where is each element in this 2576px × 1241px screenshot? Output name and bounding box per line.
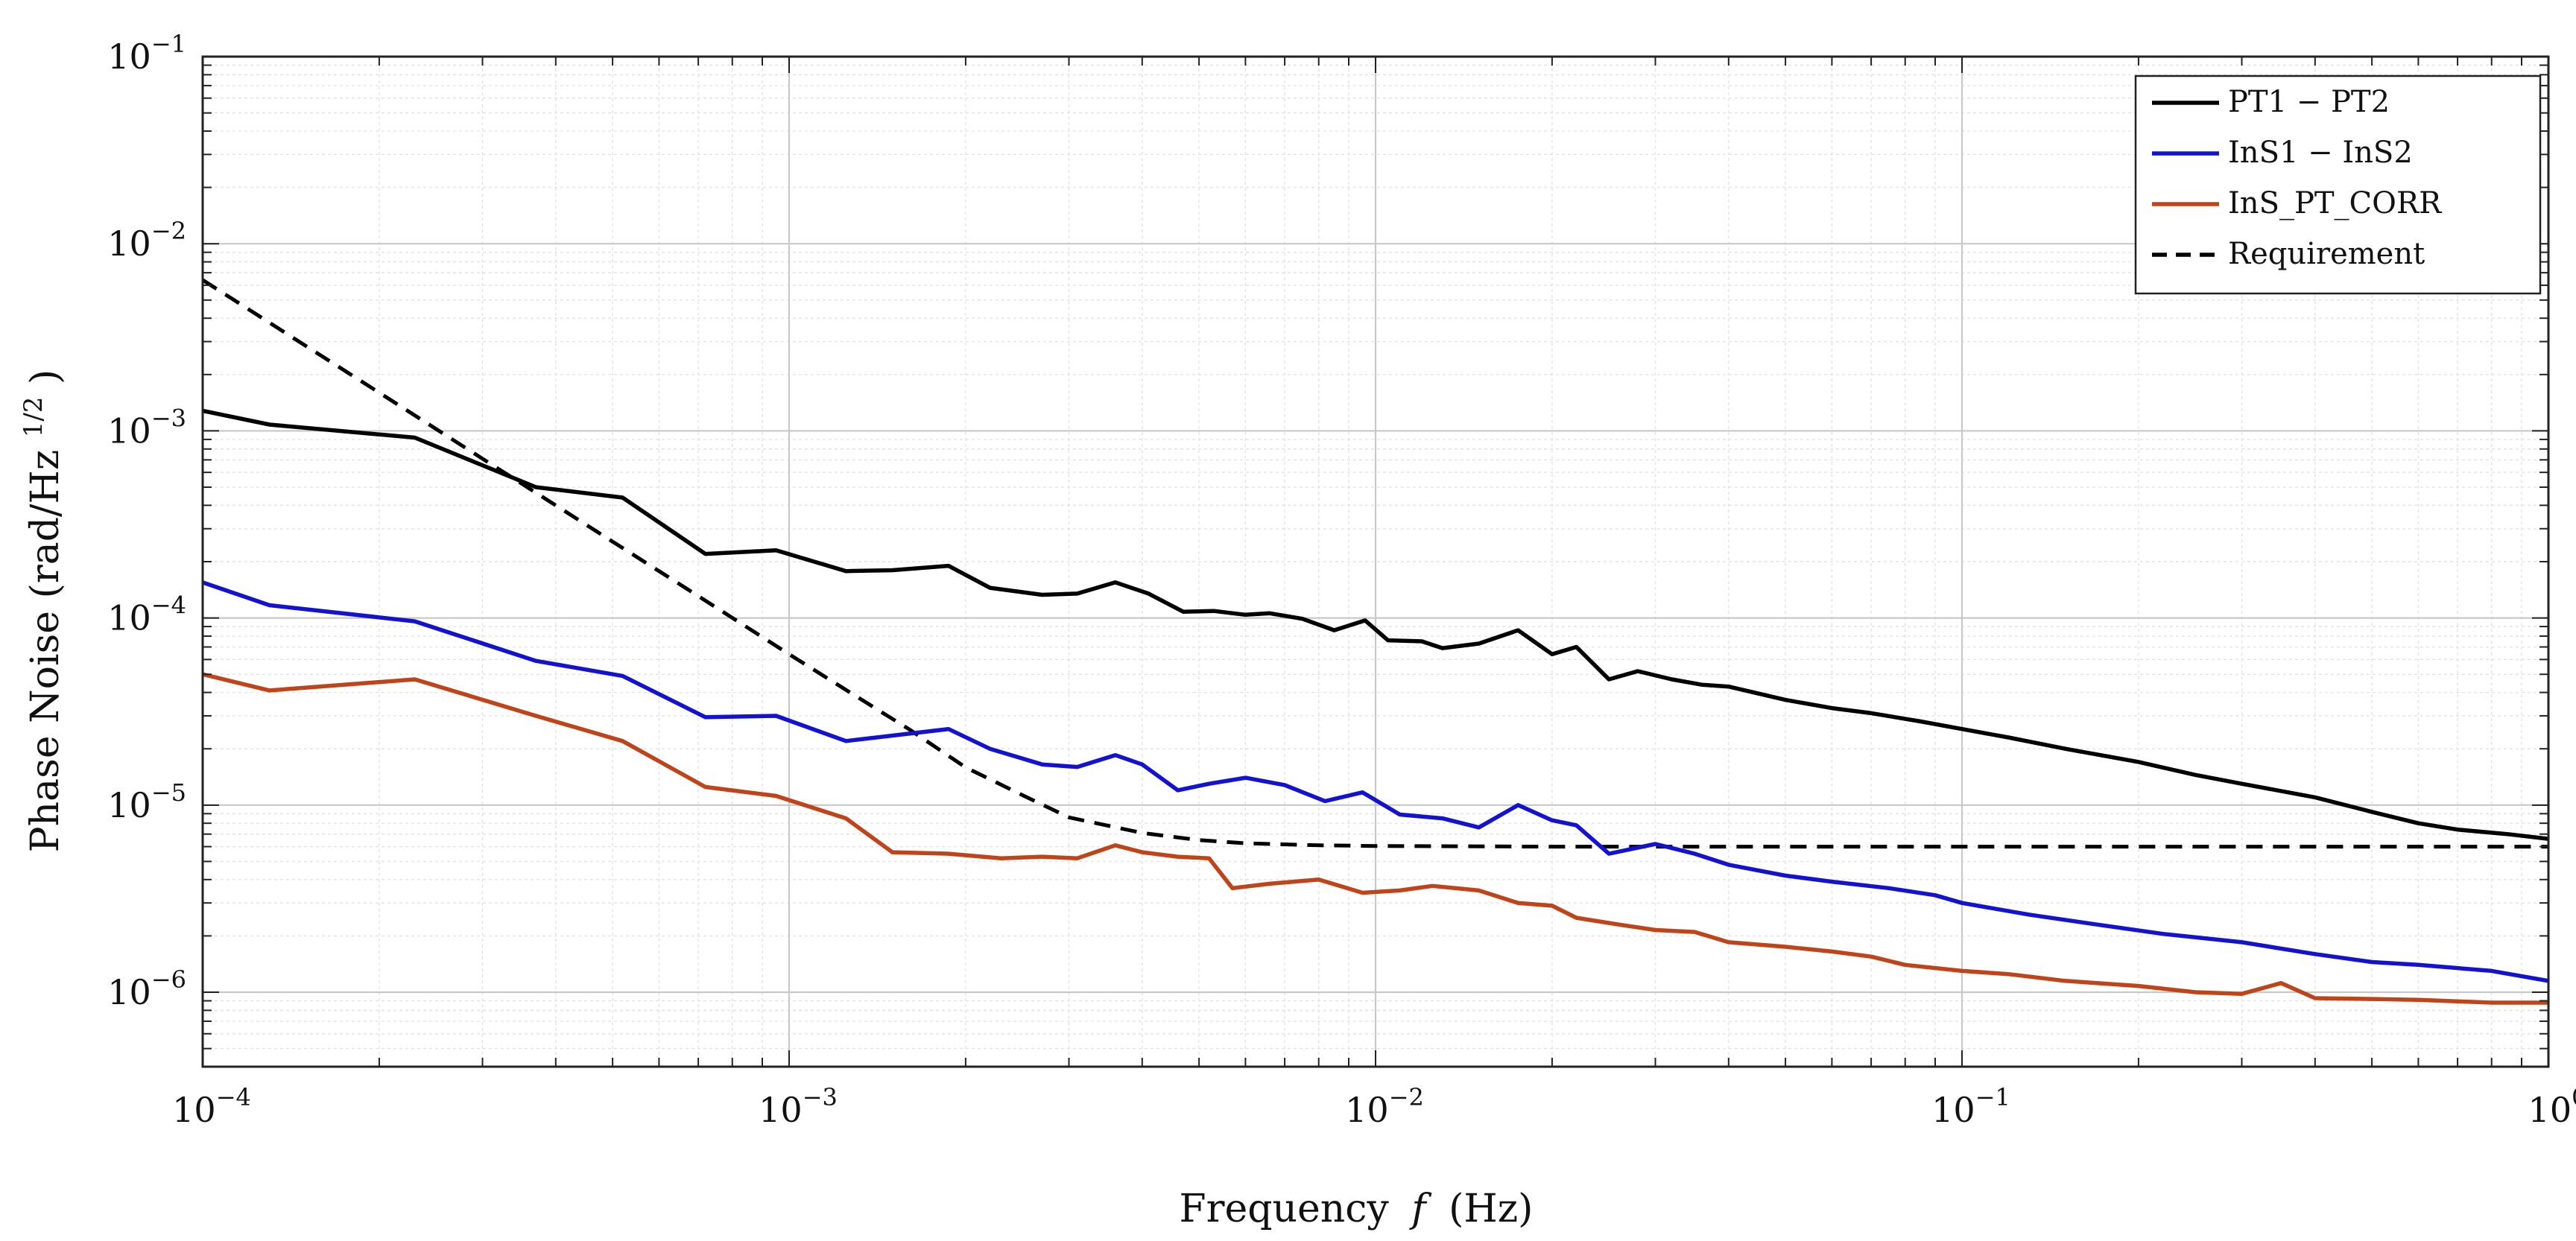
x-tick-label: 10−4	[172, 1083, 251, 1130]
y-tick-label: 10−2	[107, 217, 186, 264]
y-tick-label: 10−4	[107, 591, 186, 638]
x-tick-label: 10−1	[1931, 1083, 2010, 1130]
series-line-requirement	[203, 278, 2548, 849]
x-axis-label: Frequency f (Hz)	[1180, 1187, 1534, 1231]
legend-label-ins1-ins2: InS1 − InS2	[2228, 136, 2413, 170]
series-layer	[203, 278, 2548, 1005]
y-tick-label: 10−1	[107, 30, 186, 77]
y-tick-label: 10−3	[107, 404, 186, 451]
x-tick-label: 10−2	[1345, 1083, 1424, 1130]
y-tick-labels: 10−1 10−2 10−3 10−4 10−5 10−6	[107, 30, 186, 1012]
x-tick-label: 10−3	[759, 1083, 838, 1130]
x-tick-label: 100	[2528, 1083, 2576, 1130]
x-tick-labels: 10−4 10−3 10−2 10−1 100	[172, 1083, 2576, 1130]
y-tick-label: 10−6	[107, 965, 186, 1012]
legend-label-pt1-pt2: PT1 − PT2	[2228, 85, 2390, 119]
legend-box	[2134, 74, 2542, 295]
series-line-ins1-ins2	[203, 580, 2548, 983]
series-line-pt1-pt2	[203, 408, 2548, 841]
legend-label-requirement: Requirement	[2228, 237, 2425, 271]
legend-entries: PT1 − PT2 InS1 − InS2 InS_PT_CORR Requireme…	[2152, 85, 2443, 271]
y-axis-label: Phase Noise (rad/Hz 1/2 )	[7, 369, 68, 853]
series-line-ins-pt-corr	[203, 672, 2548, 1005]
legend: PT1 − PT2 InS1 − InS2 InS_PT_CORR Requireme…	[2134, 74, 2542, 295]
y-tick-label: 10−5	[107, 778, 186, 825]
legend-label-ins-pt-corr: InS_PT_CORR	[2228, 186, 2443, 220]
axis-ticks	[202, 57, 2548, 1067]
